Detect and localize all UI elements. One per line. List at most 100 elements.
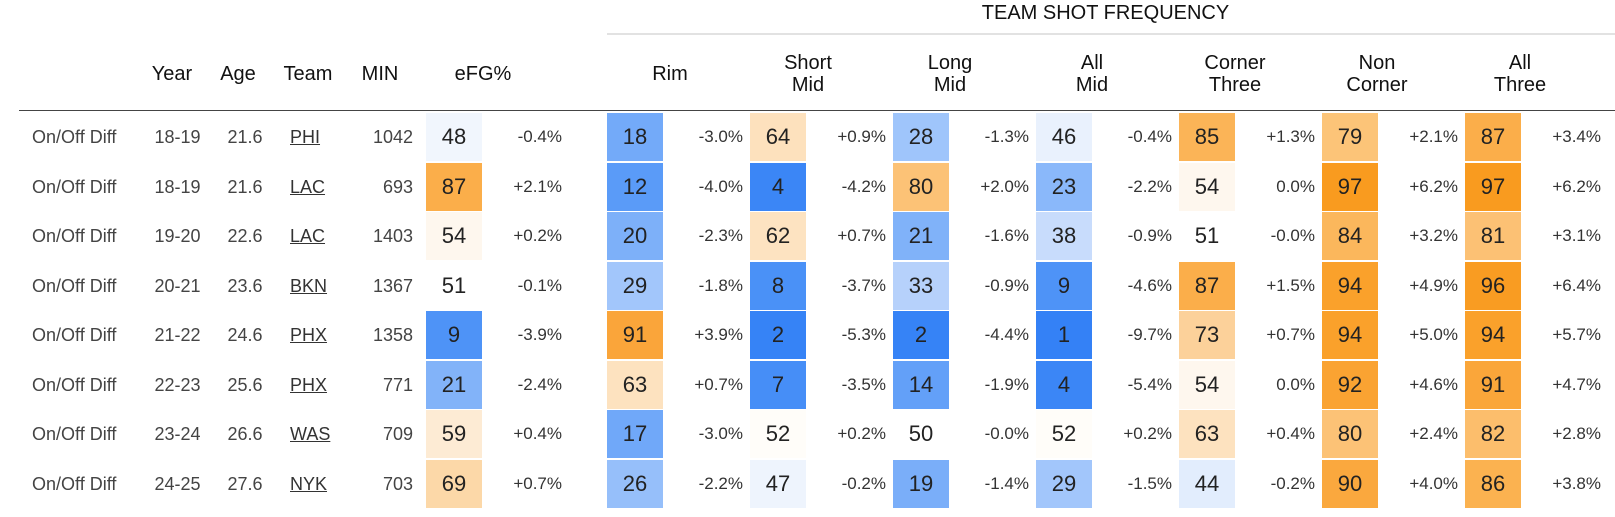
corner-three-percentile: 85	[1179, 113, 1235, 161]
header-all-three[interactable]: All Three	[1480, 52, 1560, 96]
header-min[interactable]: MIN	[361, 63, 399, 85]
table-row: On/Off Diff 18-19 21.6 PHI 1042 48 -0.4% 18 -3.0…	[0, 113, 1615, 163]
team-link[interactable]: WAS	[290, 424, 331, 444]
header-year[interactable]: Year	[151, 63, 193, 85]
all-mid-diff: -5.4%	[1127, 374, 1172, 394]
team-link[interactable]: PHX	[290, 325, 328, 345]
header-age[interactable]: Age	[220, 63, 256, 85]
row-year: 18-19	[154, 127, 201, 147]
header-all-mid[interactable]: All Mid	[1052, 52, 1132, 96]
non-corner-percentile: 97	[1322, 162, 1378, 211]
table-row: On/Off Diff 23-24 26.6 WAS 709 59 +0.4% 17 -3.0%…	[0, 410, 1615, 460]
corner-three-diff: +0.7%	[1266, 325, 1315, 344]
team-link[interactable]: BKN	[290, 275, 328, 296]
corner-three-percentile: 87	[1179, 261, 1235, 310]
non-corner-percentile: 94	[1322, 311, 1378, 359]
table-row: On/Off Diff 19-20 22.6 LAC 1403 54 +0.2% 20 -2.3…	[0, 212, 1615, 262]
all-three-diff: +6.4%	[1552, 275, 1601, 295]
all-three-percentile: 82	[1465, 410, 1521, 458]
all-mid-percentile: 23	[1036, 162, 1092, 211]
row-label: On/Off Diff	[32, 424, 117, 444]
efg-diff: +0.2%	[513, 226, 562, 245]
all-mid-percentile: 38	[1036, 212, 1092, 260]
all-mid-diff: -0.4%	[1127, 127, 1172, 146]
efg-percentile: 59	[426, 410, 482, 458]
all-three-diff: +2.8%	[1552, 424, 1601, 443]
non-corner-diff: +3.2%	[1409, 226, 1458, 245]
long-mid-percentile: 21	[893, 212, 949, 260]
header-long-mid[interactable]: Long Mid	[910, 52, 990, 96]
rim-percentile: 26	[607, 459, 663, 508]
short-mid-diff: -0.2%	[841, 473, 886, 493]
rim-percentile: 12	[607, 162, 663, 211]
all-three-percentile: 96	[1465, 261, 1521, 310]
non-corner-percentile: 79	[1322, 113, 1378, 161]
row-age: 27.6	[227, 473, 263, 494]
corner-three-diff: -0.0%	[1270, 226, 1315, 245]
header-non-corner[interactable]: Non Corner	[1337, 52, 1417, 96]
corner-three-diff: 0.0%	[1276, 176, 1315, 196]
rim-diff: +3.9%	[694, 325, 743, 344]
all-three-percentile: 97	[1465, 162, 1521, 211]
table-header: Year Age Team MIN eFG% Rim Short Mid Lon…	[0, 52, 1615, 108]
header-corner-three-line1: Corner	[1204, 52, 1266, 74]
corner-three-diff: +1.5%	[1266, 275, 1315, 295]
team-link[interactable]: LAC	[290, 226, 326, 246]
header-corner-three[interactable]: Corner Three	[1195, 52, 1275, 96]
row-year: 24-25	[154, 473, 201, 494]
long-mid-diff: -0.0%	[984, 424, 1029, 443]
efg-percentile: 54	[426, 212, 482, 260]
short-mid-percentile: 2	[750, 311, 806, 359]
header-divider	[19, 110, 1615, 111]
all-three-diff: +4.7%	[1552, 374, 1601, 394]
long-mid-percentile: 33	[893, 261, 949, 310]
row-min: 703	[382, 473, 413, 494]
long-mid-percentile: 14	[893, 360, 949, 409]
efg-diff: -3.9%	[517, 325, 562, 344]
non-corner-diff: +4.0%	[1409, 473, 1458, 493]
all-mid-percentile: 52	[1036, 410, 1092, 458]
non-corner-diff: +6.2%	[1409, 176, 1458, 196]
row-age: 24.6	[227, 325, 263, 345]
header-rim[interactable]: Rim	[652, 63, 688, 85]
all-three-percentile: 86	[1465, 459, 1521, 508]
row-min: 1403	[372, 226, 413, 246]
header-non-corner-line1: Non	[1358, 52, 1396, 74]
team-link[interactable]: LAC	[290, 176, 326, 197]
short-mid-percentile: 52	[750, 410, 806, 458]
header-short-mid[interactable]: Short Mid	[768, 52, 848, 96]
efg-diff: -2.4%	[517, 374, 562, 394]
team-shot-frequency-title: TEAM SHOT FREQUENCY	[981, 2, 1230, 24]
team-link[interactable]: PHX	[290, 374, 328, 395]
row-min: 1367	[372, 275, 413, 296]
efg-diff: +2.1%	[513, 176, 562, 196]
team-link[interactable]: PHI	[290, 127, 321, 147]
non-corner-diff: +4.9%	[1409, 275, 1458, 295]
short-mid-diff: +0.7%	[837, 226, 886, 245]
all-three-percentile: 81	[1465, 212, 1521, 260]
short-mid-percentile: 64	[750, 113, 806, 161]
header-all-three-line1: All	[1508, 52, 1532, 74]
header-non-corner-line2: Corner	[1346, 74, 1408, 96]
short-mid-percentile: 47	[750, 459, 806, 508]
rim-percentile: 20	[607, 212, 663, 260]
long-mid-diff: -1.3%	[984, 127, 1029, 146]
row-year: 22-23	[154, 374, 201, 395]
long-mid-percentile: 19	[893, 459, 949, 508]
non-corner-percentile: 92	[1322, 360, 1378, 409]
all-three-diff: +6.2%	[1552, 176, 1601, 196]
all-mid-diff: +0.2%	[1123, 424, 1172, 443]
table-row: On/Off Diff 24-25 27.6 NYK 703 69 +0.7% 26 -2.2%…	[0, 459, 1615, 510]
row-min: 693	[382, 176, 413, 197]
rim-diff: -2.2%	[698, 473, 743, 493]
header-team[interactable]: Team	[283, 63, 333, 85]
row-label: On/Off Diff	[32, 325, 117, 345]
header-efg[interactable]: eFG%	[454, 63, 512, 85]
all-three-percentile: 94	[1465, 311, 1521, 359]
efg-percentile: 9	[426, 311, 482, 359]
team-link[interactable]: NYK	[290, 473, 328, 494]
non-corner-percentile: 80	[1322, 410, 1378, 458]
row-label: On/Off Diff	[32, 473, 117, 494]
row-min: 709	[382, 424, 413, 444]
rim-percentile: 91	[607, 311, 663, 359]
